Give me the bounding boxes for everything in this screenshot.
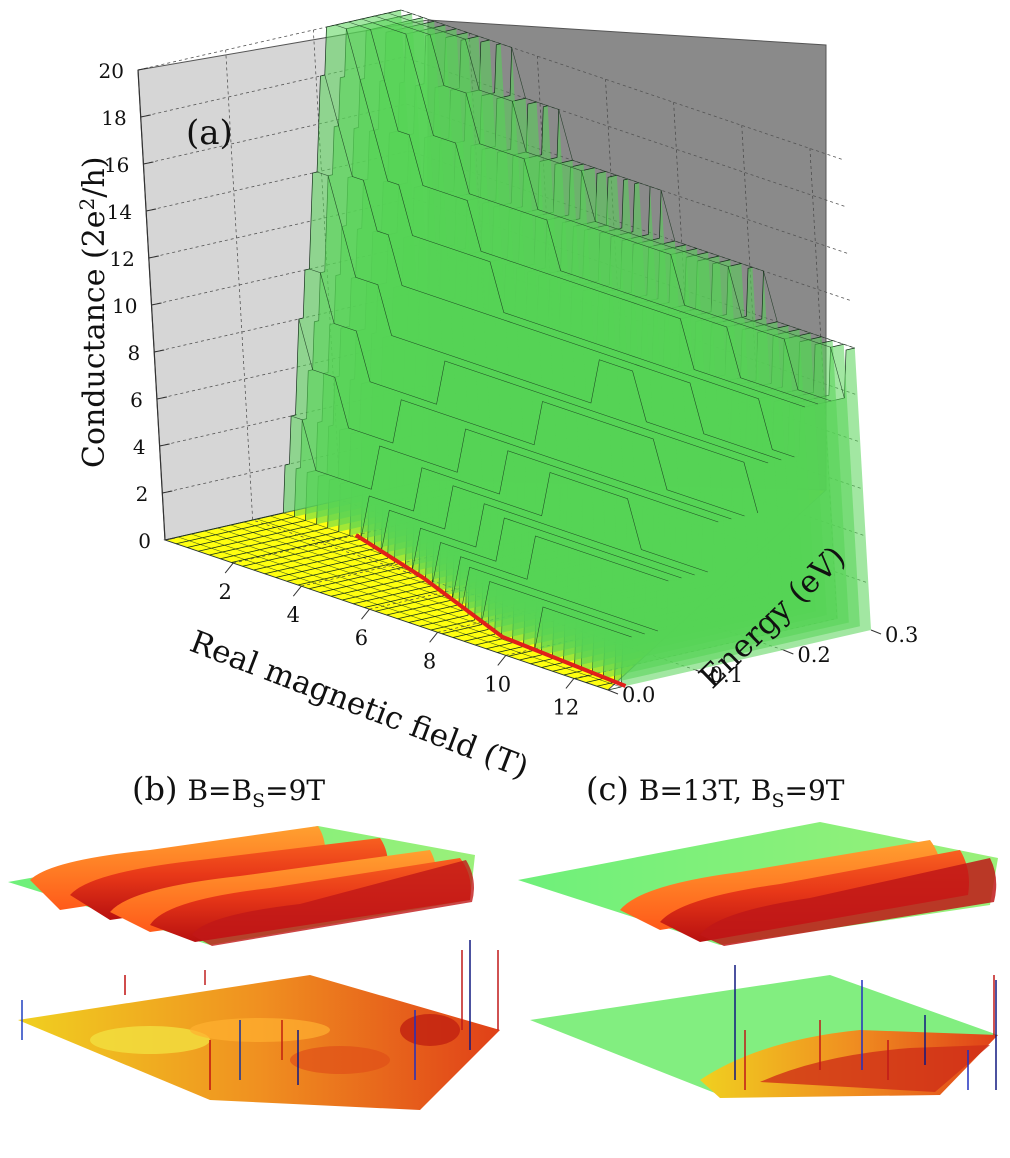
surface-line: [191, 533, 632, 651]
z-tick: [162, 490, 173, 494]
x-tick: [565, 678, 575, 689]
z-tick-label: 18: [101, 106, 126, 130]
z-tick: [156, 396, 167, 400]
surface-line: [316, 171, 769, 464]
y-tick: [870, 629, 882, 635]
surface-line: [387, 12, 845, 399]
z-tick: [143, 161, 154, 165]
x-axis-ticks: 2 4 6 8 10 12: [218, 562, 580, 719]
surface-line: [270, 472, 708, 573]
panel-c-title: (c) B=13T, BS=9T: [586, 770, 845, 812]
threshold-line: [354, 533, 627, 688]
panel-c-stripe-surface: [518, 822, 998, 946]
x-tick: [224, 562, 234, 574]
z-axis-label: Conductance (2e2/h): [75, 157, 112, 468]
surface-line: [217, 527, 658, 632]
surface-line: [291, 415, 732, 520]
y-tick-label: 0.2: [797, 643, 830, 667]
surface-line: [374, 15, 832, 402]
z-tick: [154, 349, 165, 353]
z-axis-ticks: 0 2 4 6 8 10 12 14 16 18 20: [99, 59, 176, 553]
z-tick-label: 16: [104, 153, 129, 177]
surface-line: [361, 18, 819, 405]
panel-b-stripe-surface: [8, 826, 475, 946]
panel-c: (c) B=13T, BS=9T: [518, 770, 998, 1098]
z-tick-label: 14: [107, 200, 132, 224]
x-tick: [497, 655, 507, 666]
z-tick: [140, 114, 151, 118]
y-tick: [695, 669, 706, 675]
surface-strip: [165, 10, 428, 540]
panel-c-disorder-surface: [530, 965, 998, 1098]
surface-line: [243, 517, 682, 587]
surface-line: [324, 74, 782, 461]
y-tick: [607, 689, 619, 695]
z-tick: [137, 67, 149, 71]
panel-b-disorder-surface: [18, 940, 500, 1110]
y-tick-label: 0.0: [622, 683, 655, 707]
y-tick-label: 0.3: [885, 623, 918, 647]
x-tick-label: 6: [355, 626, 368, 650]
surface-line: [400, 9, 855, 349]
floor-gridline: [225, 49, 696, 671]
z-tick: [146, 208, 157, 212]
z-tick-label: 20: [99, 59, 124, 83]
panel-b: (b) B=BS=9T: [8, 770, 500, 1110]
z-tick-label: 12: [109, 247, 134, 271]
z-tick-label: 6: [130, 388, 143, 412]
z-tick: [159, 443, 170, 447]
surface-line: [256, 503, 695, 576]
surface-line: [335, 24, 795, 458]
y-tick-label: 0.1: [710, 663, 743, 687]
y-axis-ticks: 0.0 0.1 0.2 0.3: [607, 623, 918, 707]
z-tick-label: 8: [127, 341, 140, 365]
surface-line: [204, 530, 645, 635]
x-tick-label: 10: [484, 672, 511, 696]
surface-line: [348, 21, 805, 408]
x-tick-label: 4: [287, 603, 300, 627]
surface-line: [309, 268, 758, 514]
z-tick-label: 4: [133, 435, 146, 459]
x-tick: [292, 585, 302, 597]
z-tick: [148, 255, 159, 259]
z-tick-label: 0: [138, 529, 151, 553]
z-tick-label: 2: [136, 482, 149, 506]
x-tick-label: 2: [218, 580, 231, 604]
panel-a-label: (a): [186, 113, 233, 153]
panel-b-title: (b) B=BS=9T: [132, 770, 325, 812]
x-tick: [429, 631, 439, 643]
x-tick-label: 8: [423, 649, 436, 673]
panel-b-spikes: [21, 940, 499, 1090]
x-tick: [361, 608, 370, 620]
floor-gridline: [573, 148, 838, 679]
y-tick: [783, 649, 794, 655]
surface-line: [164, 539, 609, 691]
z-tick-label: 10: [112, 294, 137, 318]
surface-line: [298, 318, 745, 517]
z-tick: [164, 537, 176, 541]
conductance-surface: [164, 9, 871, 691]
x-tick-label: 12: [553, 695, 580, 719]
surface-line: [178, 536, 622, 688]
z-tick: [151, 302, 162, 306]
panel-c-spikes: [734, 965, 997, 1090]
